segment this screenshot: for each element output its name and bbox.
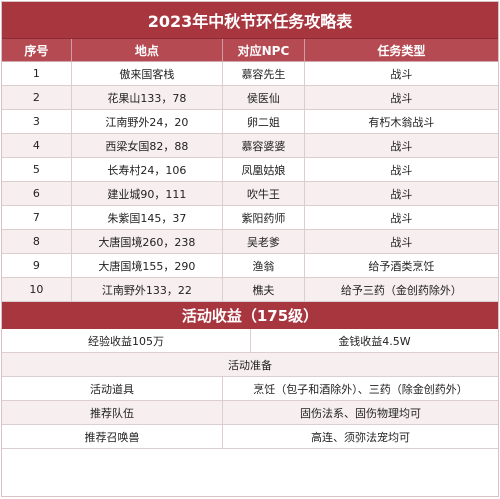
prep-label: 推荐召唤兽 [2, 425, 224, 448]
page-title: 2023年中秋节环任务攻略表 [2, 2, 498, 39]
rewards-title: 活动收益（175级） [2, 302, 498, 329]
cell-type: 战斗 [390, 139, 413, 153]
prep-row: 活动道具 烹饪（包子和酒除外）、三药（除金创药外） [2, 377, 498, 401]
cell-no: 5 [2, 158, 72, 181]
cell-place: 长寿村24，106 [72, 158, 224, 181]
cell-type: 给予三药（金创药除外） [340, 283, 462, 297]
prep-label: 活动道具 [2, 377, 224, 400]
cell-npc: 渔翁 [223, 254, 305, 277]
cell-place: 建业城90，111 [72, 182, 224, 205]
cell-place: 江南野外133，22 [72, 278, 224, 301]
cell-place: 大唐国境155，290 [72, 254, 224, 277]
header-no: 序号 [2, 39, 72, 61]
cell-place: 江南野外24，20 [72, 110, 224, 133]
table-row: 5 长寿村24，106 凤凰姑娘 战斗 [2, 158, 498, 182]
cell-place: 朱紫国145，37 [72, 206, 224, 229]
cell-place: 花果山133，78 [72, 86, 224, 109]
table-row: 3 江南野外24，20 卵二姐 有朽木翁战斗 [2, 110, 498, 134]
cell-npc: 侯医仙 [223, 86, 305, 109]
cell-type: 战斗 [390, 91, 413, 105]
cell-npc: 吴老爹 [223, 230, 305, 253]
cell-npc: 卵二姐 [223, 110, 305, 133]
table-row: 10 江南野外133，22 樵夫 给予三药（金创药除外） [2, 278, 498, 302]
table-row: 9 大唐国境155，290 渔翁 给予酒类烹饪 [2, 254, 498, 278]
table-row: 6 建业城90，111 吹牛王 战斗 [2, 182, 498, 206]
cell-npc: 吹牛王 [223, 182, 305, 205]
table-row: 8 大唐国境260，238 吴老爹 战斗 [2, 230, 498, 254]
cell-no: 9 [2, 254, 72, 277]
cell-type: 给予酒类烹饪 [368, 259, 435, 273]
money-reward: 金钱收益4.5W [250, 329, 498, 352]
prep-title: 活动准备 [228, 358, 272, 372]
cell-type: 战斗 [390, 187, 413, 201]
header-npc: 对应NPC [223, 39, 305, 61]
cell-type: 战斗 [390, 235, 413, 249]
cell-npc: 樵夫 [223, 278, 305, 301]
cell-npc: 慕容先生 [223, 62, 305, 85]
cell-no: 7 [2, 206, 72, 229]
header-place: 地点 [72, 39, 224, 61]
table-row: 1 傲来国客栈 慕容先生 战斗 [2, 62, 498, 86]
cell-no: 6 [2, 182, 72, 205]
cell-npc: 凤凰姑娘 [223, 158, 305, 181]
prep-row: 推荐队伍 固伤法系、固伤物理均可 [2, 401, 498, 425]
cell-no: 2 [2, 86, 72, 109]
prep-title-row: 活动准备 [2, 353, 498, 377]
header-type: 任务类型 [377, 43, 426, 58]
table-row: 7 朱紫国145，37 紫阳药师 战斗 [2, 206, 498, 230]
prep-value: 固伤法系、固伤物理均可 [300, 406, 422, 420]
cell-type: 有朽木翁战斗 [368, 115, 435, 129]
cell-no: 4 [2, 134, 72, 157]
cell-type: 战斗 [390, 67, 413, 81]
cell-npc: 紫阳药师 [223, 206, 305, 229]
prep-row: 推荐召唤兽 高连、须弥法宠均可 [2, 425, 498, 449]
cell-type: 战斗 [390, 163, 413, 177]
cell-place: 大唐国境260，238 [72, 230, 224, 253]
table-row: 4 西梁女国82，88 慕容婆婆 战斗 [2, 134, 498, 158]
cell-place: 傲来国客栈 [72, 62, 224, 85]
cell-type: 战斗 [390, 211, 413, 225]
cell-no: 1 [2, 62, 72, 85]
prep-label: 推荐队伍 [2, 401, 224, 424]
table-row: 2 花果山133，78 侯医仙 战斗 [2, 86, 498, 110]
cell-no: 3 [2, 110, 72, 133]
cell-place: 西梁女国82，88 [72, 134, 224, 157]
prep-value: 烹饪（包子和酒除外）、三药（除金创药外） [253, 382, 468, 396]
prep-value: 高连、须弥法宠均可 [311, 430, 411, 444]
exp-reward: 经验收益105万 [88, 334, 164, 348]
task-rows: 1 傲来国客栈 慕容先生 战斗 2 花果山133，78 侯医仙 战斗 3 江南野外24，20 卵二姐… [2, 62, 498, 302]
table-header: 序号 地点 对应NPC 任务类型 [2, 39, 498, 62]
rewards-row: 经验收益105万 金钱收益4.5W [2, 329, 498, 353]
cell-npc: 慕容婆婆 [223, 134, 305, 157]
cell-no: 10 [2, 278, 72, 301]
cell-no: 8 [2, 230, 72, 253]
